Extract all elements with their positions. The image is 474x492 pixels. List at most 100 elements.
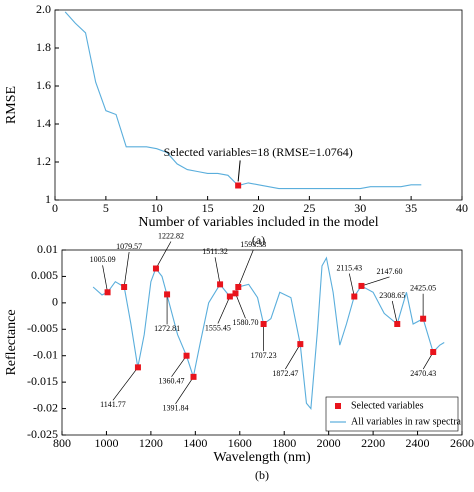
label-arrow [123,251,130,288]
x-tick-label: 800 [53,436,71,450]
legend-label: All variables in raw spectra [351,416,462,427]
point-label: 2147.60 [376,267,402,276]
selected-point [104,289,111,296]
x-tick-label: 40 [456,201,468,215]
x-tick-label: 1200 [139,436,163,450]
y-tick-label: -0.015 [27,374,58,388]
x-tick-label: 5 [103,201,109,215]
x-tick-label: 10 [151,201,163,215]
selected-point [134,364,141,371]
point-label: 1222.82 [158,231,184,240]
label-arrow [155,241,172,269]
selected-point [394,321,401,327]
caption: (b) [255,468,269,482]
x-tick-label: 1000 [94,436,118,450]
y-tick-label: 1.2 [36,154,51,168]
x-axis-label: Wavelength (nm) [213,450,311,465]
label-arrow [235,293,246,319]
label-arrow [214,257,221,285]
x-tick-label: 25 [303,201,315,215]
selected-point [351,293,358,300]
selected-point [190,373,197,380]
x-tick-label: 1600 [228,436,252,450]
label-arrow [175,376,194,405]
x-tick-label: 1800 [272,436,296,450]
x-axis-label: Number of variables included in the mode… [138,215,378,230]
selected-point [226,293,233,300]
y-tick-label: 1.6 [36,78,51,92]
point-label: 2308.65 [379,291,405,300]
selected-point [235,284,242,290]
annotation-arrow [237,160,241,182]
y-tick-label: -0.02 [33,400,58,414]
point-label: 1391.84 [163,404,189,413]
y-tick-label: 1.4 [36,116,51,130]
x-tick-label: 2600 [450,436,474,450]
label-arrow [102,265,108,293]
legend-box [325,396,459,432]
y-tick-label: 2.0 [36,2,51,16]
label-arrow [361,276,390,287]
selected-point [183,352,190,359]
selected-point [420,315,427,322]
label-arrow [348,273,355,297]
point-label: 1511.32 [202,247,228,256]
y-tick-label: 1.8 [36,40,51,54]
selected-point [232,290,239,297]
selected-point [121,284,128,290]
point-label: 2115.43 [336,263,362,272]
x-tick-label: 2000 [317,436,341,450]
point-label: 1079.57 [116,242,142,251]
plot-frame [61,249,463,436]
selected-point [260,321,267,327]
label-arrow [285,343,301,370]
x-tick-label: 2200 [361,436,385,450]
selected-point [152,265,159,272]
point-label: 1141.77 [100,400,126,409]
point-label: 2425.05 [410,284,436,293]
selected-point [358,282,365,289]
y-tick-label: 0.01 [37,242,58,256]
x-tick-label: 1400 [183,436,207,450]
x-tick-label: 30 [354,201,366,215]
x-tick-label: 2400 [406,436,430,450]
legend-label: Selected variables [351,400,424,411]
y-tick-label: -0.005 [27,321,58,335]
x-tick-label: 20 [253,201,265,215]
label-arrow [391,300,398,325]
point-label: 1872.47 [272,369,298,378]
point-label: 1707.23 [251,351,277,360]
selected-point [164,291,171,298]
y-tick-label: 1 [45,192,51,206]
data-line [64,11,422,190]
selected-point [297,341,304,348]
x-tick-label: 35 [405,201,417,215]
annotation: Selected variables=18 (RMSE=1.0764) [164,145,353,159]
y-axis-label: RMSE [4,86,19,124]
x-tick-label: 0 [52,201,58,215]
label-arrow [112,367,139,401]
y-tick-label: 0 [52,295,58,309]
label-arrow [171,355,187,377]
data-line [92,256,445,410]
point-label: 1580.70 [232,318,258,327]
label-arrow [237,249,254,288]
highlight-point [235,182,242,189]
y-axis-label: Reflectance [4,309,19,375]
legend-marker [335,403,341,409]
y-tick-label: -0.01 [33,347,58,361]
label-arrow [217,296,231,324]
plot-frame [54,9,463,201]
point-label: 1593.33 [240,240,266,249]
x-tick-label: 15 [202,201,214,215]
point-label: 1360.47 [159,377,185,386]
y-tick-label: 0.005 [31,268,58,282]
point-label: 1005.09 [90,255,116,264]
selected-point [217,281,224,288]
caption: (a) [252,233,265,247]
selected-point [430,349,437,356]
point-label: 2470.43 [410,369,436,378]
y-tick-label: -0.025 [27,427,58,441]
point-label: 1272.81 [154,324,180,333]
